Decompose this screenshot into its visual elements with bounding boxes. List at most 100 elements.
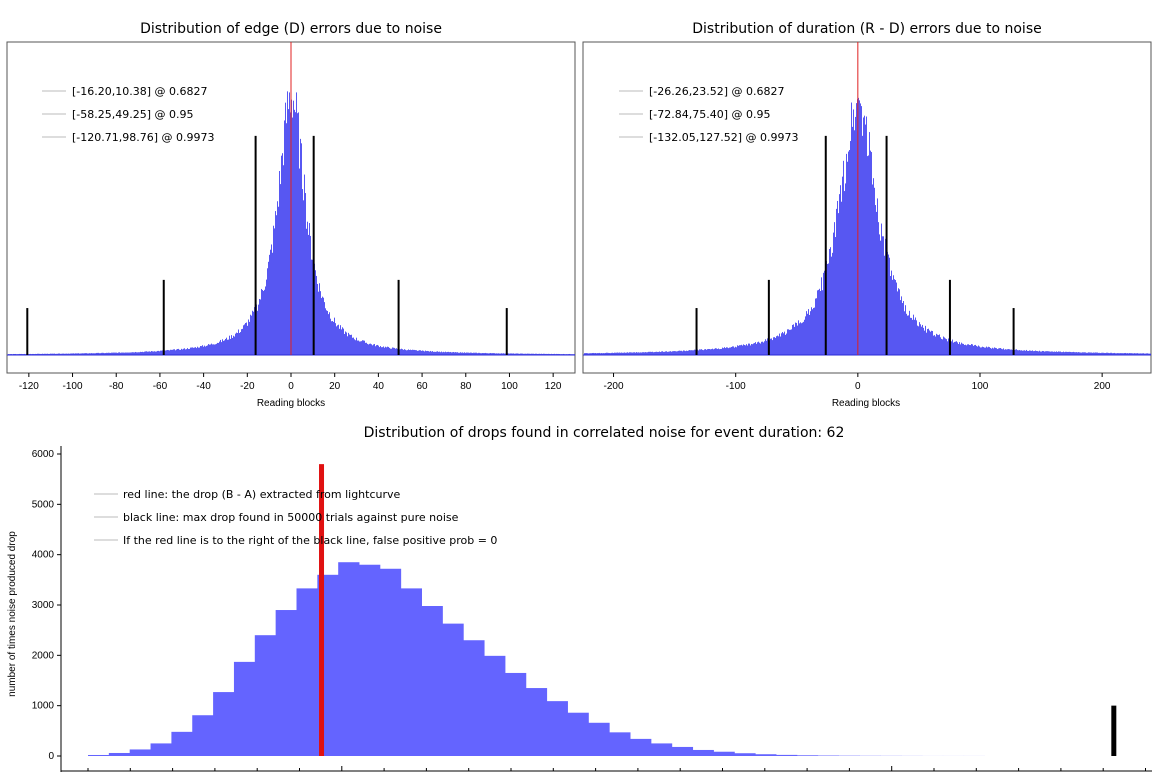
duration-histogram-bin xyxy=(610,353,611,355)
duration-histogram-bin xyxy=(1031,350,1032,355)
duration-histogram-bin xyxy=(1043,351,1044,355)
edge-histogram-bin xyxy=(217,342,218,355)
duration-histogram-bin xyxy=(585,353,586,355)
duration-histogram-bin xyxy=(1141,353,1142,355)
edge-histogram-bin xyxy=(175,350,176,355)
drop-histogram-bar xyxy=(400,588,422,756)
edge-histogram-bin xyxy=(538,353,539,355)
edge-histogram-bin xyxy=(376,345,377,355)
edge-histogram-bin xyxy=(310,235,311,355)
drop-histogram-bar xyxy=(671,746,694,756)
duration-histogram-bin xyxy=(776,336,777,355)
edge-histogram-bin xyxy=(380,346,381,355)
edge-histogram-bin xyxy=(449,352,450,355)
edge-histogram-bin xyxy=(41,353,42,355)
drop-histogram xyxy=(88,562,985,756)
edge-histogram-bin xyxy=(324,302,325,355)
edge-histogram-bin xyxy=(91,353,92,355)
edge-histogram-bin xyxy=(59,353,60,355)
edge-histogram-bin xyxy=(306,228,307,355)
duration-histogram-bin xyxy=(1072,352,1073,355)
duration-histogram-bin xyxy=(736,347,737,355)
duration-histogram-bin xyxy=(966,345,967,355)
edge-histogram-bin xyxy=(448,351,449,355)
edge-histogram-bin xyxy=(261,288,262,355)
edge-histogram-bin xyxy=(320,291,321,355)
edge-histogram-bin xyxy=(483,353,484,355)
edge-histogram-bin xyxy=(511,353,512,355)
edge-histogram-bin xyxy=(410,349,411,355)
edge-histogram-bin xyxy=(51,353,52,355)
drop-y-tick-label: 5000 xyxy=(32,499,55,510)
duration-histogram-bin xyxy=(625,352,626,355)
edge-histogram-bin xyxy=(525,353,526,355)
edge-histogram-bin xyxy=(57,353,58,355)
duration-histogram-bin xyxy=(634,352,635,355)
duration-histogram-bin xyxy=(654,352,655,355)
duration-histogram-bin xyxy=(807,313,808,355)
duration-histogram-bin xyxy=(641,352,642,355)
edge-histogram-bin xyxy=(293,100,294,355)
edge-histogram-bin xyxy=(523,353,524,355)
edge-histogram-bin xyxy=(439,351,440,355)
edge-histogram-bin xyxy=(510,353,511,355)
edge-histogram-bin xyxy=(212,344,213,355)
edge-histogram-bin xyxy=(474,352,475,355)
duration-histogram-bin xyxy=(1010,349,1011,355)
duration-histogram-bin xyxy=(729,347,730,355)
duration-histogram-bin xyxy=(1088,352,1089,355)
duration-histogram-bin xyxy=(948,338,949,355)
duration-histogram-bin xyxy=(620,352,621,355)
duration-histogram-bin xyxy=(590,353,591,355)
edge-histogram-bin xyxy=(404,349,405,355)
edge-histogram-bin xyxy=(182,349,183,355)
duration-histogram-bin xyxy=(639,352,640,355)
edge-error-x-axis-label: Reading blocks xyxy=(257,398,325,409)
duration-histogram-bin xyxy=(1083,352,1084,355)
duration-histogram-bin xyxy=(704,349,705,355)
edge-histogram-bin xyxy=(420,350,421,355)
duration-histogram-bin xyxy=(1130,353,1131,355)
edge-histogram-bin xyxy=(509,353,510,355)
edge-histogram-bin xyxy=(370,343,371,355)
edge-histogram-bin xyxy=(116,352,117,355)
edge-histogram-bin xyxy=(40,353,41,355)
duration-histogram-bin xyxy=(930,331,931,355)
edge-histogram-bin xyxy=(100,353,101,355)
duration-histogram-bin xyxy=(893,275,894,355)
duration-histogram-bin xyxy=(1017,350,1018,355)
duration-histogram-bin xyxy=(698,350,699,355)
duration-histogram-bin xyxy=(1102,352,1103,355)
edge-histogram-bin xyxy=(354,339,355,355)
drop-histogram-bar xyxy=(88,754,110,756)
duration-histogram-bin xyxy=(1150,353,1151,355)
duration-x-tick-label: -200 xyxy=(604,381,624,392)
duration-histogram-bin xyxy=(802,322,803,355)
duration-histogram-bin xyxy=(795,322,796,355)
duration-histogram-bin xyxy=(983,347,984,355)
duration-histogram-bin xyxy=(596,353,597,355)
edge-histogram-bin xyxy=(223,340,224,355)
duration-histogram-bin xyxy=(658,351,659,355)
duration-histogram-bin xyxy=(921,326,922,355)
duration-histogram-bin xyxy=(749,343,750,355)
duration-histogram-bin xyxy=(651,351,652,355)
duration-histogram-bin xyxy=(1084,352,1085,355)
edge-histogram-bin xyxy=(207,345,208,355)
edge-histogram-bin xyxy=(478,352,479,355)
duration-histogram-bin xyxy=(1006,349,1007,355)
edge-histogram-bin xyxy=(126,352,127,355)
edge-histogram-bin xyxy=(70,353,71,355)
duration-histogram-bin xyxy=(673,351,674,355)
edge-histogram-bin xyxy=(37,353,38,355)
duration-histogram-bin xyxy=(586,353,587,355)
edge-histogram-bin xyxy=(505,353,506,355)
edge-histogram-bin xyxy=(76,353,77,355)
duration-histogram-bin xyxy=(622,352,623,355)
duration-histogram-bin xyxy=(1039,350,1040,355)
duration-histogram-bin xyxy=(706,349,707,355)
drop-histogram-bar xyxy=(609,732,631,756)
duration-histogram-bin xyxy=(1079,352,1080,355)
duration-histogram-bin xyxy=(615,352,616,355)
duration-histogram-bin xyxy=(859,100,860,355)
